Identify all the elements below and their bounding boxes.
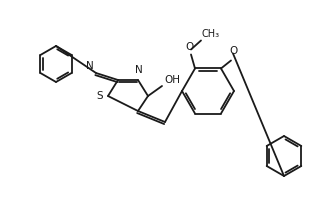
Text: N: N [135,65,143,75]
Text: O: O [186,42,194,52]
Text: OH: OH [164,75,180,85]
Text: CH₃: CH₃ [202,30,220,40]
Text: O: O [229,47,237,57]
Text: N: N [86,61,94,71]
Text: S: S [97,91,103,101]
